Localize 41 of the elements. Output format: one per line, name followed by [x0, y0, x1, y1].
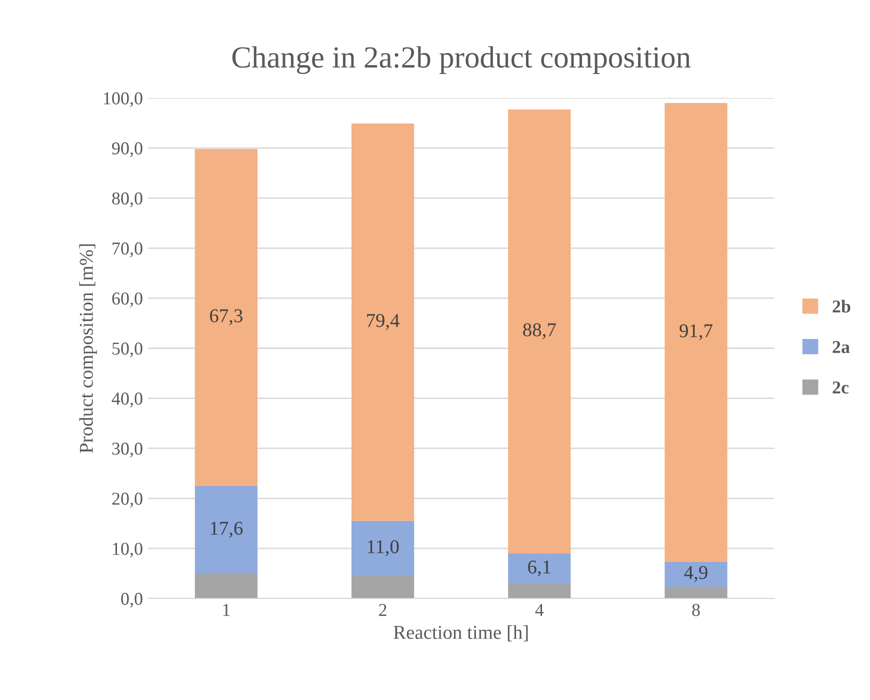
x-tick-label: 1 [223, 604, 230, 616]
y-tick-label: 20,0 [112, 492, 142, 508]
y-tick-label: 0,0 [121, 592, 142, 608]
y-tick-label: 10,0 [113, 542, 142, 558]
legend-label: 2b [832, 300, 850, 313]
y-tick-label: 80,0 [112, 192, 142, 208]
bar [351, 520, 414, 576]
data-label: 11,0 [368, 540, 399, 556]
x-tick-label: 2 [379, 604, 386, 616]
bar [351, 576, 414, 598]
data-label: 6,1 [528, 560, 550, 576]
chart-title: Change in 2a:2b product composition [232, 46, 691, 74]
data-label: 88,7 [523, 323, 556, 340]
data-label: 4,9 [684, 566, 708, 582]
data-label: 17,6 [210, 522, 243, 538]
y-tick-label: 40,0 [112, 392, 142, 408]
legend-label: 2a [832, 340, 850, 354]
bar [194, 149, 258, 486]
bar [194, 574, 258, 598]
y-tick-label: 90,0 [112, 142, 142, 158]
y-tick-label: 60,0 [112, 292, 142, 308]
data-label: 67,3 [210, 309, 242, 326]
y-tick-label: 70,0 [112, 242, 142, 258]
bar [664, 562, 728, 586]
bar [508, 553, 571, 584]
bar [194, 486, 258, 574]
y-axis-title: Product composition [m%] [79, 244, 97, 453]
y-tick-label: 30,0 [112, 442, 142, 458]
x-tick-label: 4 [535, 604, 544, 616]
data-label: 79,4 [367, 314, 400, 330]
bar [508, 110, 571, 554]
data-label: 91,7 [680, 324, 712, 340]
y-tick-label: 100,0 [104, 92, 142, 108]
y-tick-label: 50,0 [112, 342, 142, 358]
legend-label: 2c [832, 381, 849, 394]
bar [508, 584, 571, 598]
bar [664, 103, 728, 562]
bar [664, 586, 728, 598]
bar [351, 124, 414, 521]
x-tick-label: 8 [692, 604, 700, 616]
x-axis-title: Reaction time [h] [394, 625, 528, 642]
